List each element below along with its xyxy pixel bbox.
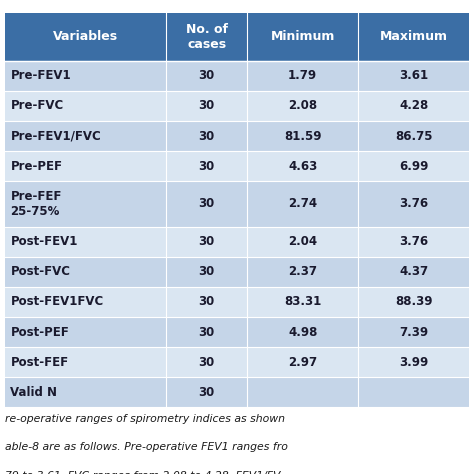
Bar xyxy=(247,287,358,317)
Bar xyxy=(166,151,247,182)
Text: 4.63: 4.63 xyxy=(288,160,317,173)
Text: re-operative ranges of spirometry indices as shown: re-operative ranges of spirometry indice… xyxy=(5,414,285,424)
Text: 30: 30 xyxy=(199,295,215,309)
Bar xyxy=(247,377,358,408)
Bar xyxy=(358,317,469,347)
Text: Post-FEV1: Post-FEV1 xyxy=(10,235,78,248)
Text: Post-FVC: Post-FVC xyxy=(10,265,71,278)
Bar xyxy=(247,121,358,151)
Text: 2.74: 2.74 xyxy=(288,198,317,210)
Bar xyxy=(166,227,247,257)
Text: 4.28: 4.28 xyxy=(399,100,428,112)
Bar xyxy=(166,317,247,347)
Bar xyxy=(358,227,469,257)
Text: Maximum: Maximum xyxy=(380,30,448,43)
Bar xyxy=(358,151,469,182)
Text: Pre-FEV1: Pre-FEV1 xyxy=(10,69,71,82)
Text: 30: 30 xyxy=(199,265,215,278)
Text: 7.39: 7.39 xyxy=(399,326,428,338)
Text: 30: 30 xyxy=(199,69,215,82)
Bar xyxy=(5,151,166,182)
Bar xyxy=(5,227,166,257)
Text: 30: 30 xyxy=(199,386,215,399)
Text: 2.37: 2.37 xyxy=(288,265,317,278)
Text: able-8 are as follows. Pre-operative FEV1 ranges fro: able-8 are as follows. Pre-operative FEV… xyxy=(5,442,288,452)
Bar xyxy=(166,257,247,287)
Text: 3.76: 3.76 xyxy=(399,235,428,248)
Bar xyxy=(5,257,166,287)
Bar xyxy=(166,377,247,408)
Text: No. of
cases: No. of cases xyxy=(186,23,228,51)
Text: Variables: Variables xyxy=(53,30,118,43)
Bar xyxy=(358,257,469,287)
Text: 2.04: 2.04 xyxy=(288,235,317,248)
Text: 30: 30 xyxy=(199,198,215,210)
Text: 30: 30 xyxy=(199,235,215,248)
Text: Minimum: Minimum xyxy=(271,30,335,43)
Bar xyxy=(5,347,166,377)
Bar xyxy=(5,121,166,151)
Text: 30: 30 xyxy=(199,326,215,338)
Bar xyxy=(5,377,166,408)
Text: Post-FEV1FVC: Post-FEV1FVC xyxy=(10,295,104,309)
Text: 3.76: 3.76 xyxy=(399,198,428,210)
Bar xyxy=(358,121,469,151)
Bar xyxy=(247,151,358,182)
Bar xyxy=(5,61,166,91)
Text: 88.39: 88.39 xyxy=(395,295,432,309)
Bar xyxy=(358,182,469,227)
Bar xyxy=(247,182,358,227)
Text: Pre-FVC: Pre-FVC xyxy=(10,100,64,112)
Bar xyxy=(247,61,358,91)
Text: 2.08: 2.08 xyxy=(288,100,317,112)
Bar xyxy=(247,227,358,257)
Bar xyxy=(358,61,469,91)
Bar xyxy=(166,61,247,91)
Bar xyxy=(358,91,469,121)
Text: 86.75: 86.75 xyxy=(395,129,432,143)
Text: 79 to 3.61. FVC ranges from 2.08 to 4.28, FEV1/FV: 79 to 3.61. FVC ranges from 2.08 to 4.28… xyxy=(5,471,280,474)
Text: 30: 30 xyxy=(199,129,215,143)
Bar xyxy=(358,287,469,317)
Bar xyxy=(5,91,166,121)
Text: Pre-PEF: Pre-PEF xyxy=(10,160,63,173)
Text: Pre-FEV1/FVC: Pre-FEV1/FVC xyxy=(10,129,101,143)
Text: Post-PEF: Post-PEF xyxy=(10,326,69,338)
Text: 3.61: 3.61 xyxy=(399,69,428,82)
Text: 6.99: 6.99 xyxy=(399,160,428,173)
Bar xyxy=(5,13,166,61)
Text: Post-FEF: Post-FEF xyxy=(10,356,69,369)
Bar xyxy=(5,287,166,317)
Bar xyxy=(358,377,469,408)
Text: 83.31: 83.31 xyxy=(284,295,321,309)
Bar xyxy=(166,13,247,61)
Text: 30: 30 xyxy=(199,356,215,369)
Bar xyxy=(5,182,166,227)
Bar xyxy=(247,91,358,121)
Bar xyxy=(358,13,469,61)
Text: 30: 30 xyxy=(199,100,215,112)
Bar xyxy=(166,182,247,227)
Bar xyxy=(166,287,247,317)
Text: 1.79: 1.79 xyxy=(288,69,317,82)
Text: 4.98: 4.98 xyxy=(288,326,317,338)
Text: 4.37: 4.37 xyxy=(399,265,428,278)
Text: 30: 30 xyxy=(199,160,215,173)
Bar xyxy=(166,121,247,151)
Bar xyxy=(247,13,358,61)
Bar xyxy=(358,347,469,377)
Text: Pre-FEF
25-75%: Pre-FEF 25-75% xyxy=(10,190,62,218)
Text: 3.99: 3.99 xyxy=(399,356,428,369)
Text: 2.97: 2.97 xyxy=(288,356,317,369)
Bar xyxy=(5,317,166,347)
Bar xyxy=(247,317,358,347)
Bar xyxy=(166,347,247,377)
Text: Valid N: Valid N xyxy=(10,386,57,399)
Bar xyxy=(247,257,358,287)
Bar xyxy=(166,91,247,121)
Text: 81.59: 81.59 xyxy=(284,129,321,143)
Bar xyxy=(247,347,358,377)
